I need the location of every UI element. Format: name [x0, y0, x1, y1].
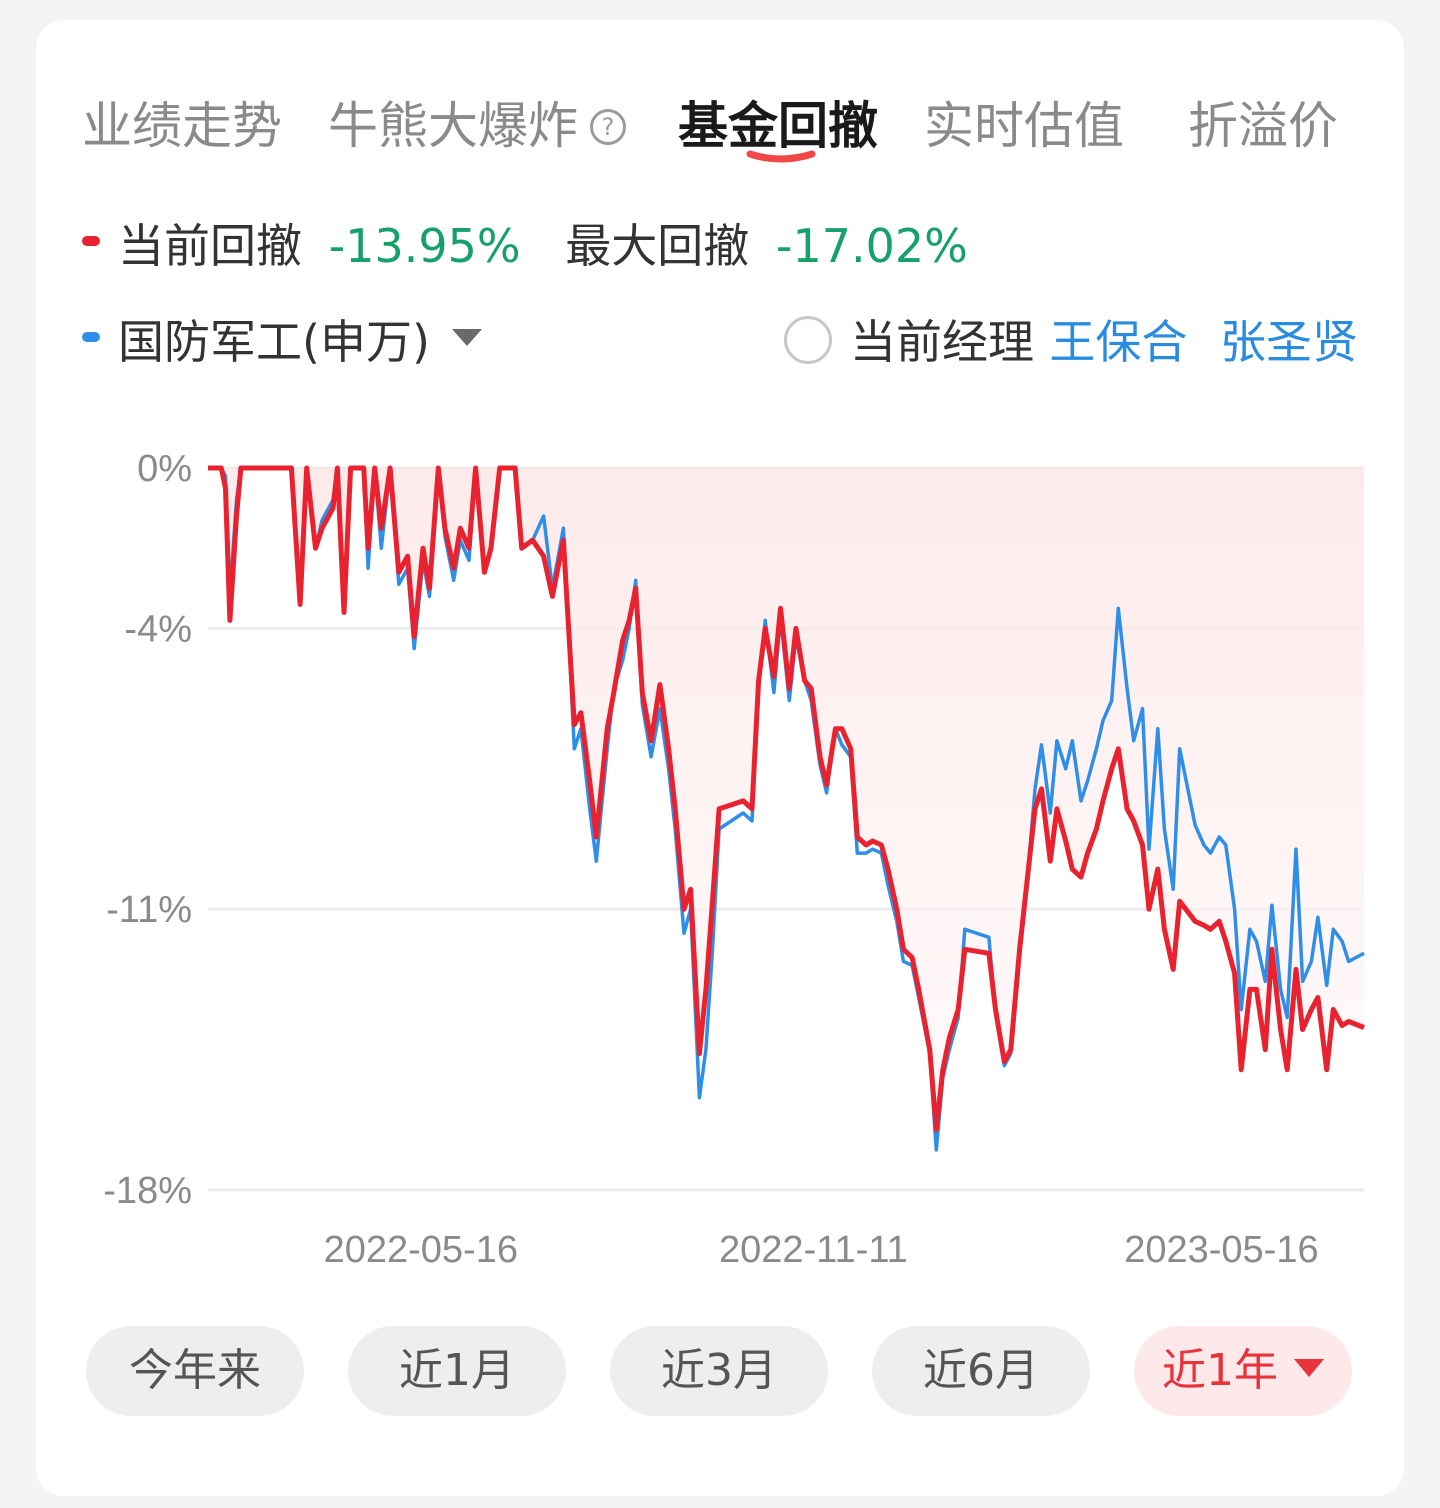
tab-realtime-valuation[interactable]: 实时估值 [924, 94, 1124, 158]
period-label: 今年来 [129, 1345, 261, 1396]
fund-legend-dot [82, 236, 100, 246]
tab-label: 基金回撤 [678, 97, 878, 155]
period-label: 近1年 [1162, 1345, 1278, 1396]
benchmark-label: 国防军工(申万) [118, 315, 430, 369]
tab-premium[interactable]: 折溢价 [1188, 94, 1338, 158]
drawdown-chart: 0% -4% -11% -18% 2022-05-16 2022-11-11 2023-0… [103, 448, 1365, 1271]
y-tick-label: 0% [137, 448, 192, 490]
manager-radio[interactable] [784, 316, 832, 364]
x-tick-label: 2023-05-16 [1124, 1229, 1318, 1271]
tab-performance[interactable]: 业绩走势 [82, 94, 282, 158]
x-tick-label: 2022-05-16 [324, 1229, 518, 1271]
y-tick-label: -11% [106, 889, 192, 931]
tab-label: 折溢价 [1188, 97, 1338, 155]
max-drawdown-label: 最大回撤 [565, 219, 750, 273]
tab-label: 牛熊大爆炸 [328, 97, 578, 155]
y-tick-label: -4% [124, 608, 192, 650]
period-3m-button[interactable]: 近3月 [610, 1326, 828, 1416]
y-axis-labels: 0% -4% -11% -18% [103, 448, 192, 1212]
period-label: 近1月 [399, 1345, 515, 1396]
benchmark-legend-dot [82, 332, 100, 342]
period-label: 近3月 [661, 1345, 777, 1396]
help-icon[interactable]: ? [590, 109, 626, 145]
y-tick-label: -18% [103, 1170, 192, 1212]
period-label: 近6月 [923, 1345, 1039, 1396]
tab-label: 业绩走势 [82, 97, 282, 155]
max-drawdown-value: -17.02% [775, 219, 968, 273]
fund-drawdown-area [208, 468, 1364, 1130]
current-drawdown-label: 当前回撤 [118, 219, 302, 273]
period-1m-button[interactable]: 近1月 [348, 1326, 566, 1416]
active-tab-indicator [746, 150, 816, 163]
dropdown-arrow-icon [451, 329, 482, 346]
period-ytd-button[interactable]: 今年来 [86, 1326, 304, 1416]
manager-link[interactable]: 王保合 [1049, 315, 1188, 369]
drawdown-summary: 当前回撤 -13.95% 最大回撤 -17.02% [82, 216, 968, 276]
period-1y-button[interactable]: 近1年 [1134, 1326, 1352, 1416]
tab-bar: 业绩走势 牛熊大爆炸? 基金回撤 实时估值 折溢价 [36, 20, 1404, 190]
current-drawdown-value: -13.95% [328, 219, 521, 273]
tab-label: 实时估值 [924, 97, 1124, 155]
dropdown-arrow-icon [1294, 1359, 1324, 1377]
tab-bull-bear[interactable]: 牛熊大爆炸? [328, 94, 626, 158]
benchmark-selector[interactable]: 国防军工(申万) [82, 312, 482, 372]
x-tick-label: 2022-11-11 [719, 1229, 908, 1271]
drawdown-card: 业绩走势 牛熊大爆炸? 基金回撤 实时估值 折溢价 当前回撤 -13.95% 最… [36, 20, 1404, 1496]
manager-link[interactable]: 张圣贤 [1220, 315, 1358, 369]
fund-line [208, 465, 1365, 1133]
current-manager-label: 当前经理 [850, 315, 1034, 369]
period-6m-button[interactable]: 近6月 [872, 1326, 1090, 1416]
manager-names: 王保合 张圣贤 [1049, 312, 1358, 372]
tab-drawdown[interactable]: 基金回撤 [678, 94, 878, 158]
x-axis-labels: 2022-05-16 2022-11-11 2023-05-16 [324, 1229, 1319, 1271]
